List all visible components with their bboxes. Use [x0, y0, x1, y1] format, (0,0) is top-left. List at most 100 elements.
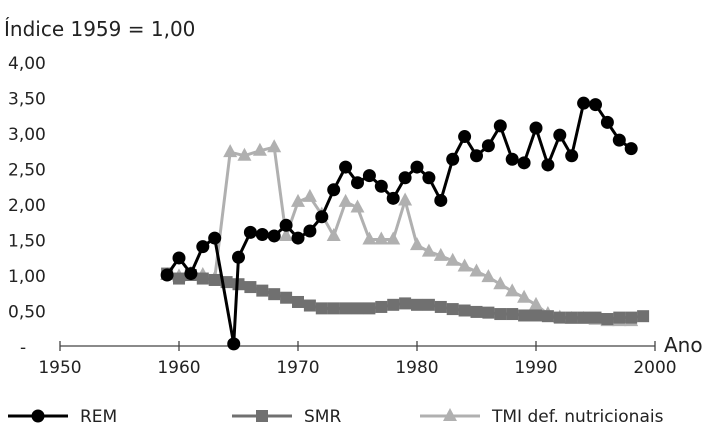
data-point: [493, 276, 508, 290]
x-tick-label: 1960: [157, 358, 200, 378]
y-tick-label: 1,50: [8, 232, 46, 252]
legend-item: REM: [8, 407, 117, 427]
legend-label: TMI def. nutricionais: [491, 407, 664, 427]
series-line: [165, 101, 633, 346]
data-point: [227, 337, 241, 351]
data-point: [541, 158, 555, 172]
data-point: [517, 156, 531, 170]
series-smr: [161, 267, 650, 326]
data-point: [577, 311, 590, 324]
series-rem: [160, 96, 638, 351]
data-point: [589, 98, 602, 112]
legend-marker: [256, 410, 268, 422]
data-point: [244, 281, 257, 294]
data-point: [411, 298, 423, 311]
data-point: [529, 296, 543, 310]
data-point: [458, 130, 472, 144]
data-point: [327, 302, 340, 315]
x-tick-label: 1950: [38, 358, 81, 378]
data-point: [196, 240, 210, 254]
data-point: [172, 251, 186, 265]
data-point: [565, 149, 579, 163]
data-point: [292, 295, 304, 308]
data-point: [184, 267, 198, 281]
data-point: [351, 302, 364, 315]
data-point: [303, 299, 316, 312]
data-point: [362, 169, 376, 183]
x-tick-label: 1990: [514, 358, 557, 378]
data-point: [326, 227, 341, 241]
data-point: [457, 258, 472, 272]
data-point: [433, 247, 448, 261]
data-point: [363, 302, 376, 315]
data-point: [553, 311, 566, 324]
x-tick-label: 1980: [395, 358, 438, 378]
legend-label: SMR: [304, 407, 341, 427]
data-point: [256, 284, 269, 297]
data-point: [268, 288, 281, 301]
data-point: [279, 218, 293, 232]
legend-label: REM: [80, 407, 117, 427]
y-tick-label: 2,50: [8, 161, 46, 181]
y-tick-label: 3,00: [8, 125, 46, 145]
data-point: [302, 188, 317, 202]
data-point: [470, 149, 483, 163]
data-point: [315, 210, 329, 224]
data-point: [303, 224, 317, 238]
x-axis-label: Ano: [664, 333, 703, 357]
data-point: [445, 252, 460, 266]
y-tick-label: 3,50: [8, 90, 46, 110]
data-point: [422, 171, 436, 185]
data-point: [374, 179, 388, 193]
data-point: [208, 273, 221, 286]
data-point: [541, 310, 554, 323]
data-point: [493, 119, 507, 133]
data-point: [589, 311, 602, 324]
data-point: [505, 152, 519, 166]
data-point: [280, 291, 293, 304]
data-point: [374, 231, 389, 245]
data-point: [267, 139, 282, 153]
data-point: [375, 300, 388, 313]
data-point: [481, 269, 496, 283]
data-point: [291, 193, 305, 207]
data-point: [398, 192, 413, 206]
data-point: [327, 183, 341, 197]
data-point: [208, 231, 222, 245]
data-point: [482, 306, 495, 319]
data-point: [446, 152, 460, 166]
data-point: [422, 298, 435, 311]
data-point: [494, 308, 507, 321]
data-point: [252, 142, 267, 156]
data-point: [517, 289, 532, 303]
data-point: [196, 272, 209, 285]
x-axis: 1950 1960 1970 1980 1990 2000: [38, 341, 677, 378]
data-point: [613, 311, 626, 324]
data-point: [243, 225, 257, 239]
data-point: [160, 268, 174, 282]
data-point: [338, 193, 353, 207]
data-point: [470, 305, 483, 318]
y-tick-label: 0,50: [8, 303, 46, 323]
data-point: [421, 243, 436, 257]
data-point: [434, 300, 447, 313]
data-point: [577, 96, 591, 110]
data-point: [350, 199, 365, 213]
y-tick-label: 1,00: [8, 267, 46, 287]
data-point: [601, 313, 614, 326]
data-point: [351, 176, 364, 190]
legend-item: SMR: [232, 407, 341, 427]
data-point: [434, 193, 448, 207]
y-tick-label: -: [20, 338, 26, 358]
legend-marker: [31, 409, 45, 423]
legend-item: TMI def. nutricionais: [420, 407, 664, 427]
data-point: [565, 311, 578, 324]
x-tick-label: 2000: [633, 358, 676, 378]
data-point: [237, 147, 252, 161]
data-point: [173, 272, 185, 285]
legend: REM SMR TMI def. nutricionais: [8, 407, 664, 427]
data-point: [600, 115, 614, 129]
y-tick-labels: - 0,50 1,00 1,50 2,00 2,50 3,00 3,50 4,00: [8, 54, 46, 358]
data-point: [267, 229, 281, 243]
